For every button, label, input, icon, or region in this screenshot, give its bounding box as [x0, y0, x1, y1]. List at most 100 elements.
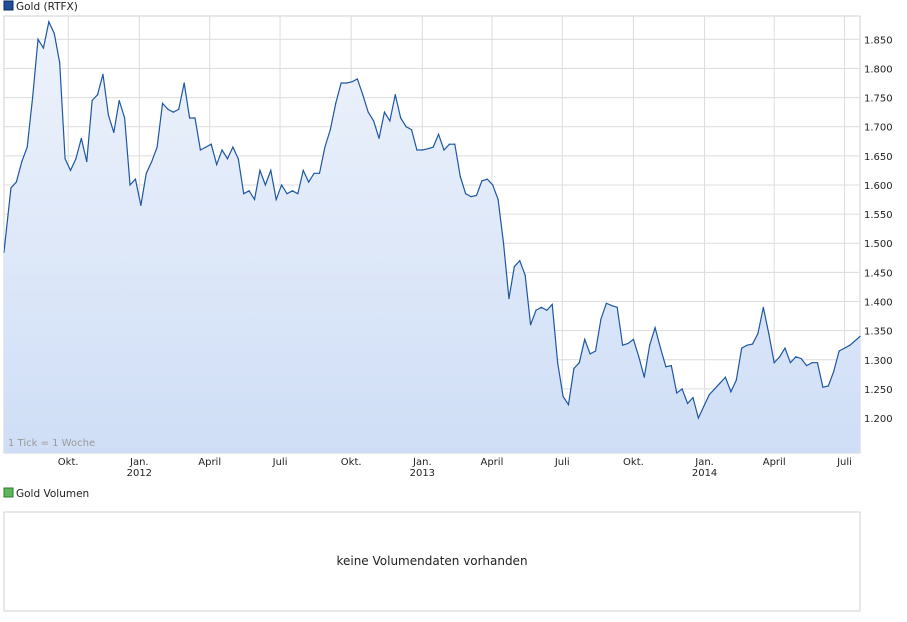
- data-point: [757, 332, 759, 335]
- data-point: [751, 343, 754, 345]
- data-point: [335, 102, 337, 104]
- x-tick-label: Okt.: [623, 457, 644, 468]
- y-tick-label: 1.850: [864, 35, 893, 46]
- data-point: [216, 163, 218, 166]
- data-point: [822, 386, 824, 388]
- x-tick-label: April: [763, 457, 786, 468]
- price-legend-label: Gold (RTFX): [16, 1, 78, 13]
- data-point: [400, 117, 402, 119]
- data-point: [703, 405, 705, 407]
- data-point: [172, 111, 174, 113]
- data-point: [302, 169, 304, 172]
- data-point: [96, 94, 99, 96]
- x-tick-label: Jan.: [129, 457, 149, 468]
- data-point: [210, 143, 212, 145]
- x-tick-year: 2012: [127, 468, 152, 479]
- data-point: [437, 133, 440, 135]
- data-point: [513, 265, 515, 268]
- data-point: [768, 332, 770, 335]
- data-point: [686, 402, 689, 405]
- y-tick-label: 1.450: [864, 268, 893, 279]
- data-point: [784, 347, 786, 349]
- data-point: [199, 149, 202, 151]
- tick-note: 1 Tick = 1 Woche: [8, 438, 95, 449]
- data-point: [778, 356, 781, 358]
- y-tick-label: 1.750: [864, 94, 893, 105]
- data-point: [649, 344, 651, 346]
- data-point: [465, 193, 467, 195]
- data-point: [573, 367, 575, 370]
- data-point: [64, 158, 66, 160]
- data-point: [454, 143, 456, 145]
- data-point: [313, 172, 315, 174]
- data-point: [291, 190, 294, 192]
- x-tick-year: 2013: [410, 468, 435, 479]
- data-point: [741, 347, 743, 349]
- data-point: [59, 62, 61, 64]
- data-point: [410, 129, 413, 131]
- data-point: [308, 181, 310, 183]
- x-tick-label: April: [480, 457, 503, 468]
- data-point: [535, 309, 537, 311]
- data-point: [497, 198, 499, 201]
- data-point: [692, 397, 694, 399]
- data-point: [811, 362, 813, 364]
- data-point: [421, 149, 423, 151]
- data-point: [800, 358, 802, 360]
- x-tick-year: 2014: [692, 468, 717, 479]
- data-point: [405, 126, 407, 128]
- volume-legend-swatch: [3, 487, 14, 498]
- data-point: [567, 404, 570, 406]
- price-legend-swatch: [3, 0, 14, 11]
- data-point: [724, 376, 727, 378]
- data-point: [221, 149, 223, 151]
- data-point: [226, 158, 229, 160]
- data-point: [275, 198, 277, 201]
- data-point: [178, 108, 180, 110]
- data-point: [735, 379, 737, 381]
- x-tick-label: Jan.: [694, 457, 714, 468]
- x-tick-label: Juli: [272, 457, 288, 468]
- data-point: [69, 169, 72, 172]
- data-point: [151, 161, 153, 163]
- data-point: [389, 120, 391, 122]
- data-point: [340, 82, 342, 84]
- data-point: [773, 362, 775, 364]
- data-point: [329, 129, 331, 131]
- data-point: [594, 350, 597, 352]
- data-point: [795, 356, 797, 358]
- data-point: [129, 184, 131, 186]
- data-point: [26, 146, 28, 148]
- data-point: [508, 297, 510, 300]
- data-point: [53, 32, 55, 35]
- data-point: [145, 172, 147, 174]
- data-point: [676, 392, 678, 394]
- data-point: [394, 94, 396, 96]
- data-point: [253, 198, 256, 201]
- data-point: [134, 178, 137, 180]
- data-point: [362, 94, 364, 96]
- data-point: [86, 161, 88, 163]
- data-point: [481, 180, 483, 182]
- data-point: [833, 370, 835, 373]
- data-point: [443, 149, 445, 151]
- data-point: [638, 356, 640, 358]
- data-point: [838, 350, 840, 352]
- data-point: [194, 117, 196, 119]
- data-point: [622, 344, 624, 346]
- data-point: [351, 81, 353, 83]
- data-point: [529, 324, 532, 326]
- data-point: [789, 362, 792, 364]
- data-point: [578, 362, 580, 364]
- data-point: [270, 169, 272, 172]
- volume-legend-label: Gold Volumen: [16, 488, 89, 500]
- x-tick-label: Juli: [554, 457, 570, 468]
- data-point: [816, 362, 819, 364]
- data-point: [80, 137, 82, 139]
- y-tick-label: 1.350: [864, 327, 893, 338]
- price-area-fill: [4, 21, 860, 453]
- data-point: [264, 184, 266, 186]
- x-tick-label: Juli: [836, 457, 852, 468]
- data-point: [616, 306, 618, 308]
